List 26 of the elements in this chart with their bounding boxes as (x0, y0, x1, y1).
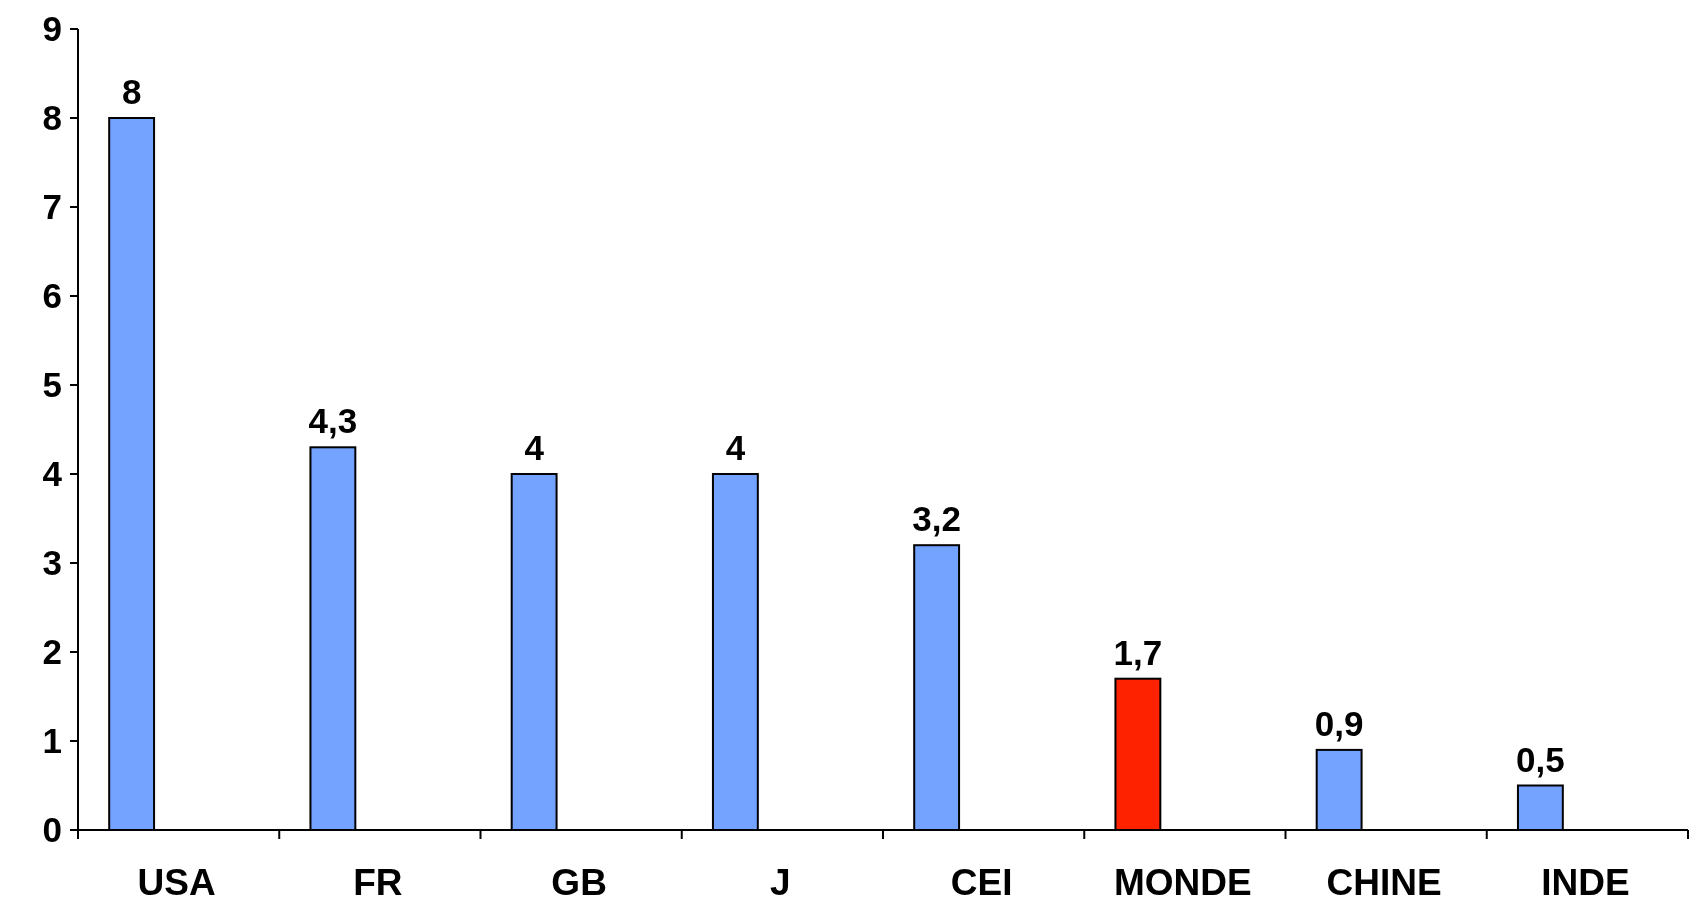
x-tick-label: USA (137, 862, 216, 903)
y-tick-label: 3 (42, 543, 62, 583)
y-tick-label: 5 (42, 365, 62, 405)
data-label: 3,2 (912, 499, 961, 539)
x-tick-label: J (770, 862, 791, 903)
x-tick-label: CHINE (1326, 862, 1442, 903)
x-tick-label: GB (551, 862, 607, 903)
y-tick-label: 7 (42, 187, 62, 227)
y-tick-label: 9 (42, 9, 62, 49)
data-label: 4,3 (308, 401, 358, 441)
y-tick-label: 2 (42, 632, 62, 672)
y-tick-label: 0 (42, 810, 62, 850)
data-label: 4 (524, 428, 545, 467)
data-label: 4 (725, 428, 746, 467)
data-label: 0,9 (1314, 703, 1364, 743)
y-tick-label: 4 (42, 454, 63, 494)
y-tick-label: 6 (42, 276, 62, 316)
data-label: 8 (121, 72, 142, 111)
x-tick-label: MONDE (1114, 862, 1252, 903)
y-tick-label: 1 (42, 721, 62, 761)
x-tick-label: FR (353, 862, 403, 903)
x-tick-label: CEI (950, 862, 1013, 903)
y-tick-label: 8 (42, 98, 62, 138)
data-label: 0,5 (1516, 739, 1565, 779)
x-tick-label: INDE (1541, 862, 1630, 903)
data-label: 1,7 (1113, 632, 1163, 672)
